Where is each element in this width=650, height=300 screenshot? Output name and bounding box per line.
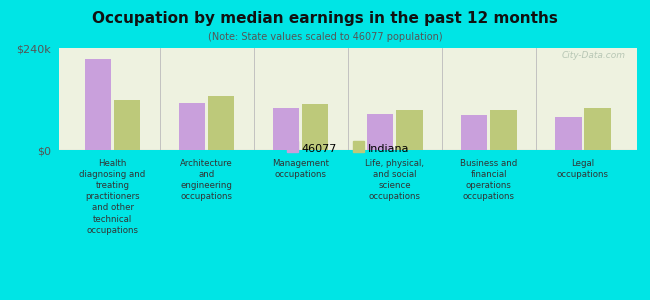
Bar xyxy=(114,100,140,150)
Bar xyxy=(584,107,611,150)
Bar xyxy=(208,96,235,150)
Bar xyxy=(396,110,422,150)
Legend: 46077, Indiana: 46077, Indiana xyxy=(282,139,413,158)
Bar xyxy=(461,115,488,150)
Bar xyxy=(302,104,328,150)
Text: (Note: State values scaled to 46077 population): (Note: State values scaled to 46077 popu… xyxy=(208,32,442,41)
Bar xyxy=(84,58,111,150)
Text: City-Data.com: City-Data.com xyxy=(562,51,625,60)
Bar xyxy=(367,114,393,150)
Bar xyxy=(555,117,582,150)
Bar xyxy=(490,110,517,150)
Text: Occupation by median earnings in the past 12 months: Occupation by median earnings in the pas… xyxy=(92,11,558,26)
Bar xyxy=(179,103,205,150)
Bar xyxy=(273,107,299,150)
